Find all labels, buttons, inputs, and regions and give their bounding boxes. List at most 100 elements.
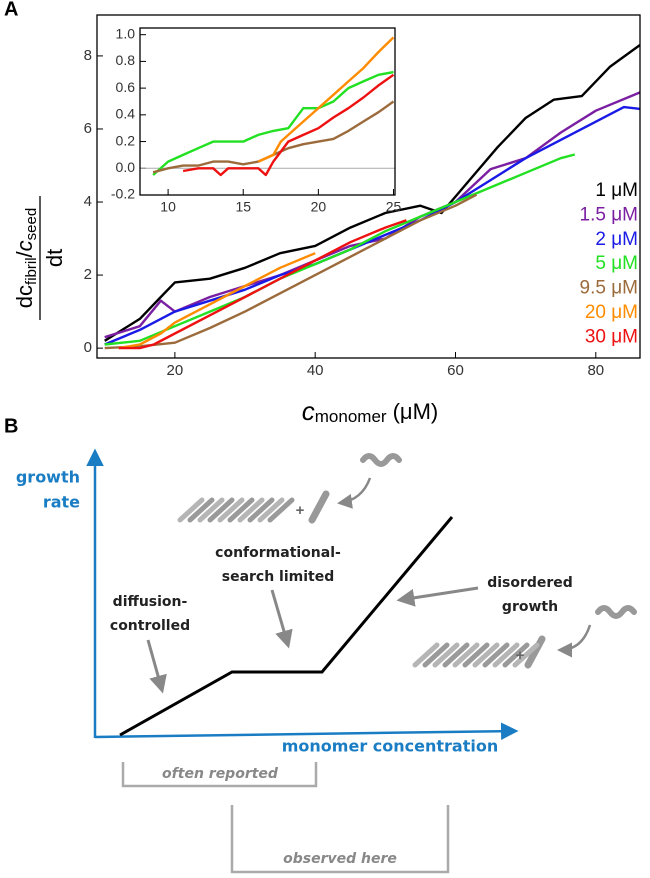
y-axis-label: dcfibril/cseed dt — [12, 196, 67, 320]
bracket-label: often reported — [162, 766, 279, 782]
y-label-part: / — [12, 250, 37, 257]
y-tick-label: 6 — [84, 120, 92, 137]
fibril-strand — [512, 642, 540, 668]
y-label-part: c — [12, 240, 37, 251]
y-label-part: seed — [23, 208, 40, 241]
x-tick-label: 40 — [307, 362, 324, 379]
legend-entry: 9.5 μM — [580, 278, 638, 299]
growth-curve — [119, 516, 454, 737]
series-line — [182, 73, 395, 177]
chart: 10 15 20 25 -0.2 0.0 0.2 0.4 0.6 0.8 1.0 — [111, 25, 402, 214]
fibril-strand — [227, 497, 255, 523]
x-tick-label: 10 — [160, 199, 176, 215]
x-label-part: monomer — [315, 407, 387, 426]
y-tick-label: 4 — [84, 193, 92, 210]
y-label-numerator: dcfibril/cseed — [12, 208, 40, 308]
fibril-strand — [267, 497, 295, 523]
fibril-icon — [412, 642, 540, 668]
fibril-strand — [187, 497, 215, 523]
fibril-icon — [177, 497, 295, 523]
fibril-strand — [492, 642, 520, 668]
fibril-strand — [257, 497, 285, 523]
y-tick-label: 0.8 — [116, 52, 136, 68]
legend-entry: 30 μM — [585, 326, 638, 347]
x-axis — [94, 722, 519, 740]
bracket-label: observed here — [283, 851, 397, 867]
series-line — [104, 44, 640, 342]
series-line — [257, 36, 395, 163]
series-line — [118, 219, 407, 350]
y-tick-label: 0.6 — [116, 79, 136, 95]
x-axis-label: monomer concentration — [282, 737, 498, 756]
fibril-strand — [217, 497, 245, 523]
fibril-strand — [502, 642, 530, 668]
monomer-icon — [308, 490, 330, 524]
pointer-arrow — [270, 589, 293, 649]
fibril-strand — [472, 642, 500, 668]
y-tick-label: 8 — [84, 47, 92, 64]
panel-label: A — [4, 0, 18, 20]
legend-entry: 1 μM — [595, 180, 638, 201]
monomer-icon — [595, 605, 637, 619]
series-line — [152, 70, 394, 176]
y-tick-label: 0 — [84, 339, 92, 356]
y-tick-label: 1.0 — [116, 25, 136, 41]
fibril-strand — [452, 642, 480, 668]
fibril-strand — [432, 642, 460, 668]
panel-label: B — [4, 415, 18, 437]
x-label-part: c — [302, 396, 315, 426]
y-tick-label: 0.2 — [116, 132, 136, 148]
pointer-arrow — [146, 639, 167, 694]
inset-frame-bg — [140, 28, 395, 195]
x-tick-label: 20 — [167, 362, 184, 379]
x-tick-label: 60 — [447, 362, 464, 379]
pointer-arrow — [396, 586, 479, 607]
series-line — [104, 153, 576, 346]
x-tick-label: 25 — [386, 199, 402, 215]
plot-frame — [96, 14, 641, 359]
regime-label: diffusion- — [113, 594, 188, 610]
y-axis-label: growth — [16, 468, 80, 487]
fibril-strand — [462, 642, 490, 668]
fibril-strand — [442, 642, 470, 668]
bracket — [121, 762, 318, 788]
legend-entry: 1.5 μM — [580, 204, 638, 225]
monomer-icon — [360, 453, 402, 467]
monomer-icon — [524, 635, 546, 669]
legend-entry: 5 μM — [595, 253, 638, 274]
plot-frame — [139, 27, 396, 196]
y-tick-label: -0.2 — [111, 186, 135, 202]
y-tick-label: 0.4 — [116, 106, 136, 122]
x-tick-label: 15 — [235, 199, 251, 215]
fibril-strand — [237, 497, 265, 523]
series-line — [118, 252, 316, 350]
y-tick-label: 2 — [84, 266, 92, 283]
legend-entry: 2 μM — [595, 229, 638, 250]
y-tick-label: 0.0 — [116, 159, 136, 175]
plus-sign: + — [296, 502, 305, 519]
x-label-part: (μM) — [393, 399, 439, 424]
series-line — [104, 91, 640, 339]
x-tick-label: 20 — [311, 199, 327, 215]
legend-entry: 20 μM — [585, 302, 638, 323]
plus-sign: + — [516, 647, 525, 664]
fibril-strand — [422, 642, 450, 668]
x-tick-label: 80 — [587, 362, 604, 379]
y-label-denominator: dt — [42, 249, 67, 267]
regime-label: search limited — [222, 569, 335, 585]
fibril-strand — [482, 642, 510, 668]
fibril-strand — [412, 642, 440, 668]
bracket — [230, 805, 450, 874]
y-axis-label: rate — [43, 493, 80, 512]
fibril-strand — [197, 497, 225, 523]
regime-label: controlled — [110, 618, 190, 634]
regime-label: conformational- — [215, 545, 341, 561]
pointer-arrow — [337, 477, 372, 509]
regime-label: disordered — [487, 575, 573, 591]
fibril-strand — [177, 497, 205, 523]
series-line — [104, 193, 478, 350]
schematic: growth rate monomer concentration diffus… — [16, 448, 637, 874]
y-label-part: dc — [12, 285, 37, 308]
x-axis-label: cmonomer (μM) — [302, 396, 438, 427]
